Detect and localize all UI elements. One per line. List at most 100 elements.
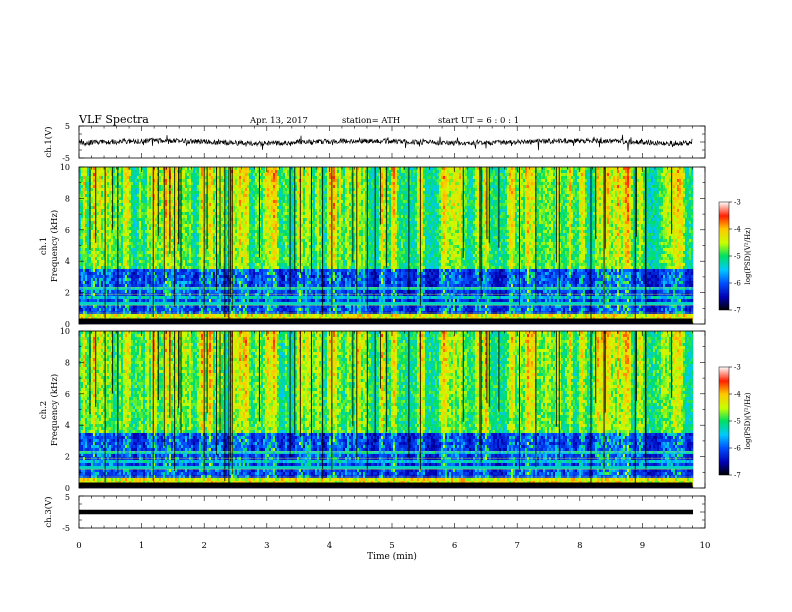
spectrogram-cell bbox=[89, 257, 92, 261]
spectrogram-cell bbox=[197, 239, 200, 243]
spectrogram-cell bbox=[121, 200, 124, 204]
spectrogram-cell bbox=[257, 224, 260, 228]
spectrogram-cell bbox=[245, 185, 248, 189]
spectrogram-cell bbox=[181, 251, 184, 255]
spectrogram-cell bbox=[141, 239, 144, 243]
spectrogram-cell bbox=[139, 293, 142, 297]
spectrogram-cell bbox=[145, 248, 148, 252]
spectrogram-cell bbox=[177, 248, 180, 252]
spectrogram-cell bbox=[101, 299, 104, 303]
spectrogram-cell bbox=[91, 311, 94, 315]
spectrogram-cell bbox=[187, 245, 190, 249]
spectrogram-cell bbox=[133, 227, 136, 231]
spectrogram-cell bbox=[165, 305, 168, 309]
spectrogram-cell bbox=[177, 287, 180, 291]
spectrogram-cell bbox=[129, 188, 132, 192]
spectrogram-cell bbox=[237, 251, 240, 255]
spectrogram-cell bbox=[153, 230, 156, 234]
spectrogram-cell bbox=[109, 290, 112, 294]
spectrogram-cell bbox=[259, 272, 262, 276]
spectrogram-cell bbox=[197, 254, 200, 258]
spectrogram-cell bbox=[189, 308, 192, 312]
spectrogram-cell bbox=[239, 266, 242, 270]
spectrogram-cell bbox=[187, 260, 190, 264]
spectrogram-cell bbox=[143, 290, 146, 294]
spectrogram-cell bbox=[197, 299, 200, 303]
spectrogram-cell bbox=[235, 311, 238, 315]
spectrogram-cell bbox=[257, 266, 260, 270]
spectrogram-cell bbox=[153, 236, 156, 240]
spectrogram-cell bbox=[245, 191, 248, 195]
spectrogram-cell bbox=[217, 215, 220, 219]
spectrogram-cell bbox=[255, 206, 258, 210]
spectrogram-cell bbox=[131, 251, 134, 255]
spectrogram-cell bbox=[137, 284, 140, 288]
spectrogram-cell bbox=[259, 191, 262, 195]
spectrogram-cell bbox=[111, 272, 114, 276]
spectrogram-cell bbox=[119, 272, 122, 276]
spectrogram-cell bbox=[217, 239, 220, 243]
spectrogram-cell bbox=[161, 323, 164, 324]
spectrogram-cell bbox=[197, 293, 200, 297]
spectrogram-cell bbox=[161, 224, 164, 228]
spectrogram-cell bbox=[101, 266, 104, 270]
spectrogram-cell bbox=[225, 173, 228, 177]
spectrogram-cell bbox=[253, 182, 256, 186]
spectrogram-cell bbox=[207, 272, 210, 276]
spectrogram-cell bbox=[107, 230, 110, 234]
spectrogram-cell bbox=[197, 218, 200, 222]
spectrogram-cell bbox=[179, 263, 182, 267]
spectrogram-cell bbox=[127, 218, 130, 222]
spectrogram-cell bbox=[227, 185, 230, 189]
spectrogram-cell bbox=[83, 218, 86, 222]
spectrogram-cell bbox=[255, 251, 258, 255]
spectrogram-cell bbox=[235, 203, 238, 207]
spectrogram-cell bbox=[85, 242, 88, 246]
spectrogram-cell bbox=[135, 269, 138, 273]
spectrogram-cell bbox=[105, 239, 108, 243]
spectrogram-cell bbox=[137, 269, 140, 273]
spectrogram-cell bbox=[129, 296, 132, 300]
spectrogram-cell bbox=[109, 314, 112, 318]
spectrogram-cell bbox=[91, 173, 94, 177]
spectrogram-cell bbox=[211, 176, 214, 180]
spectrogram-cell bbox=[177, 257, 180, 261]
spectrogram-cell bbox=[109, 176, 112, 180]
spectrogram-cell bbox=[145, 314, 148, 318]
spectrogram-cell bbox=[115, 296, 118, 300]
spectrogram-cell bbox=[241, 257, 244, 261]
spectrogram-cell bbox=[93, 245, 96, 249]
spectrogram-cell bbox=[191, 257, 194, 261]
spectrogram-cell bbox=[151, 239, 154, 243]
spectrogram-cell bbox=[221, 206, 224, 210]
spectrogram-cell bbox=[203, 308, 206, 312]
spectrogram-cell bbox=[221, 308, 224, 312]
spectrogram-cell bbox=[243, 179, 246, 183]
spectrogram-cell bbox=[153, 260, 156, 264]
spectrogram-cell bbox=[261, 200, 264, 204]
spectrogram-cell bbox=[187, 179, 190, 183]
spectrogram-cell bbox=[187, 182, 190, 186]
spectrogram-cell bbox=[123, 221, 126, 225]
spectrogram-cell bbox=[229, 323, 232, 324]
spectrogram-cell bbox=[81, 203, 84, 207]
spectrogram-cell bbox=[161, 197, 164, 201]
spectrogram-cell bbox=[99, 227, 102, 231]
spectrogram-cell bbox=[187, 224, 190, 228]
spectrogram-cell bbox=[229, 311, 232, 315]
spectrogram-cell bbox=[239, 221, 242, 225]
spectrogram-cell bbox=[179, 206, 182, 210]
spectrogram-cell bbox=[237, 311, 240, 315]
spectrogram-cell bbox=[145, 182, 148, 186]
spectrogram-cell bbox=[261, 179, 264, 183]
spectrogram-cell bbox=[111, 257, 114, 261]
spectrogram-cell bbox=[247, 200, 250, 204]
spectrogram-cell bbox=[191, 230, 194, 234]
spectrogram-cell bbox=[225, 197, 228, 201]
spectrogram-cell bbox=[175, 173, 178, 177]
spectrogram-cell bbox=[213, 254, 216, 258]
spectrogram-cell bbox=[227, 200, 230, 204]
spectrogram-cell bbox=[213, 173, 216, 177]
spectrogram-cell bbox=[187, 167, 190, 171]
spectrogram-cell bbox=[193, 170, 196, 174]
